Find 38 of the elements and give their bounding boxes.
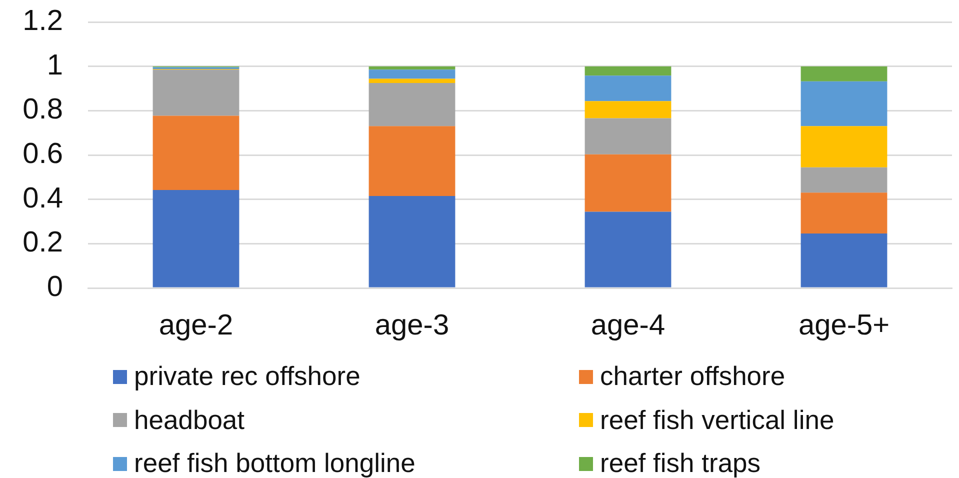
bar <box>152 70 240 116</box>
legend-label: reef fish vertical line <box>600 404 834 436</box>
y-tick-label: 0.2 <box>22 226 63 259</box>
y-tick-label: 0.8 <box>22 94 63 126</box>
y-tick-label: 1.2 <box>22 5 63 37</box>
bar <box>800 126 888 168</box>
x-tick-label: age-3 <box>374 309 450 342</box>
x-tick-label: age-2 <box>158 309 234 342</box>
bar <box>368 78 456 83</box>
bar <box>800 167 888 193</box>
bar <box>800 66 888 82</box>
bar <box>584 212 672 288</box>
bar <box>152 190 240 288</box>
bar <box>584 76 672 102</box>
x-tick-label: age-5+ <box>798 309 890 342</box>
bar <box>584 118 672 154</box>
legend-label: reef fish bottom longline <box>134 448 416 478</box>
bar <box>584 66 672 76</box>
y-tick-label: 0.4 <box>22 182 63 214</box>
bar <box>800 192 888 234</box>
y-tick-label: 0 <box>46 271 63 303</box>
legend-label: headboat <box>134 404 245 436</box>
bar <box>800 81 888 126</box>
legend-label: charter offshore <box>600 361 786 392</box>
y-tick-label: 0.6 <box>22 138 63 170</box>
bar <box>368 126 456 196</box>
bar <box>800 233 888 288</box>
x-tick-label: age-4 <box>590 309 666 342</box>
bar <box>368 196 456 288</box>
bar <box>368 82 456 126</box>
bar <box>368 70 456 79</box>
legend-label: reef fish traps <box>600 448 761 478</box>
y-tick-label: 1 <box>46 49 63 82</box>
bar <box>584 154 672 212</box>
bar <box>368 66 456 70</box>
bar <box>584 101 672 118</box>
legend-label: private rec offshore <box>134 361 360 392</box>
bar <box>152 116 240 190</box>
